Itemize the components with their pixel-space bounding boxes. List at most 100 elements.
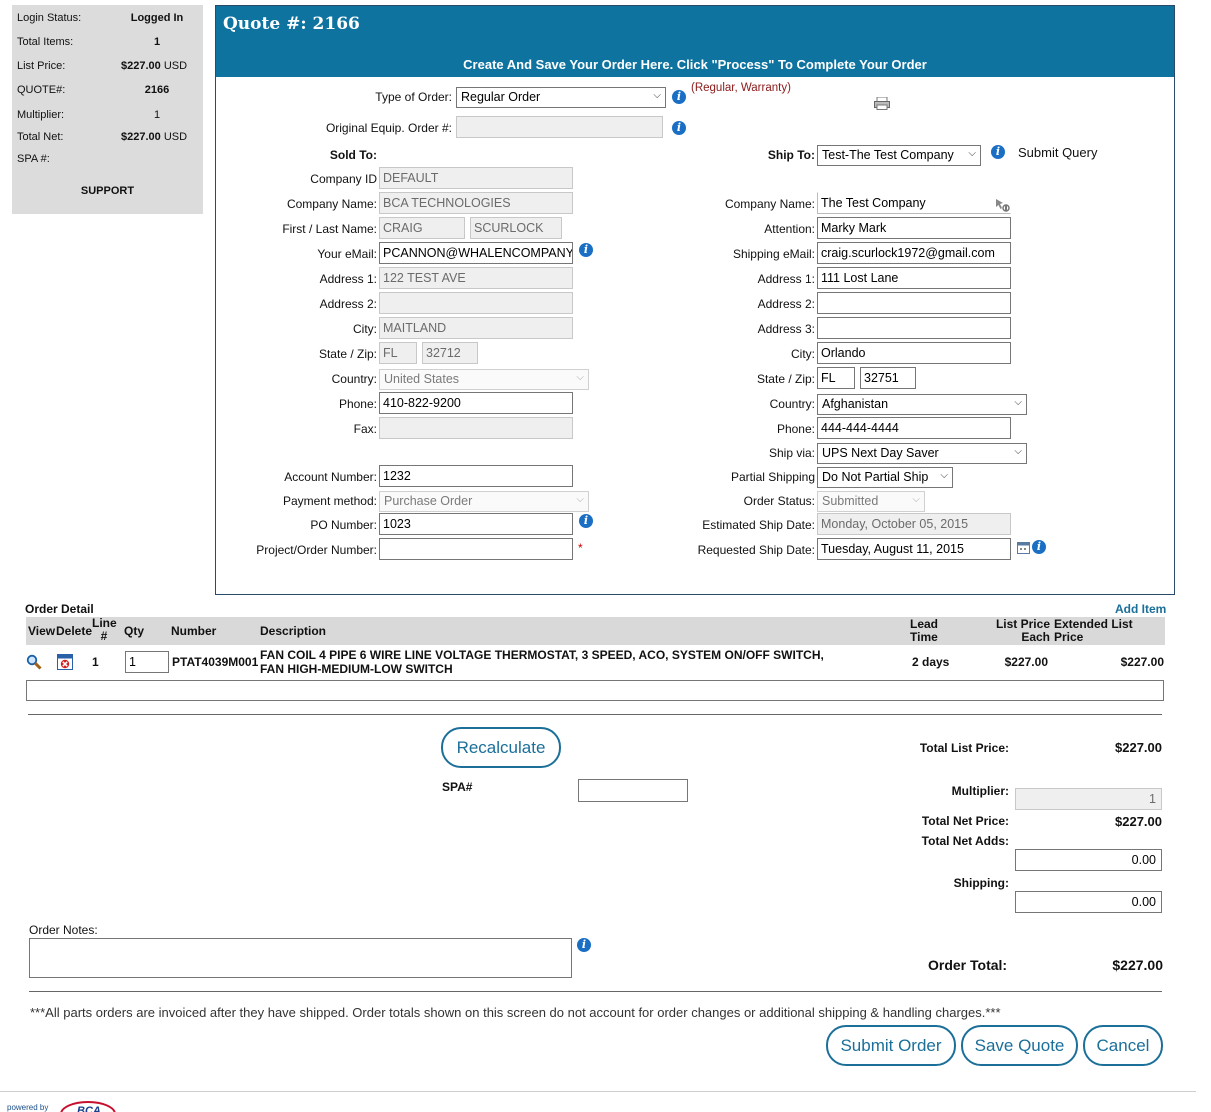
add-item-link[interactable]: Add Item [1115,602,1167,616]
shipping-input[interactable]: 0.00 [1015,891,1162,913]
row-list-price: $227.00 [1004,655,1048,669]
ship-address3-input[interactable] [817,317,1011,339]
info-icon[interactable]: i [672,90,686,104]
order-type-hint: (Regular, Warranty) [691,82,791,94]
order-detail-title: Order Detail [25,602,94,616]
row-note-input[interactable] [26,680,1164,701]
total-net-label: Total Net: [17,131,64,143]
quote-title: Quote #: 2166 [223,14,360,34]
est-ship-date-input[interactable]: Monday, October 05, 2015 [817,513,1011,535]
list-price-currency: USD [163,60,188,72]
country-select[interactable]: United States ⌵ [379,369,589,390]
spa-label: SPA #: [17,153,50,165]
orig-order-label: Original Equip. Order #: [325,121,452,135]
req-ship-date-label: Requested Ship Date: [697,543,815,557]
total-items-value: 1 [153,36,161,48]
lookup-icon[interactable] [994,197,1010,213]
multiplier-label: Multiplier: [951,784,1009,798]
total-net-value: $227.00 [121,131,161,143]
company-name-input[interactable]: BCA TECHNOLOGIES [379,192,573,214]
quote-label: QUOTE#: [17,84,66,96]
header-subtitle: Create And Save Your Order Here. Click "… [463,57,927,72]
order-notes-textarea[interactable] [29,938,572,978]
cancel-button[interactable]: Cancel [1083,1025,1163,1066]
state-input[interactable]: FL [379,342,417,364]
spa-input[interactable] [578,779,688,802]
login-status-label: Login Status: [17,12,82,24]
ship-email-input[interactable]: craig.scurlock1972@gmail.com [817,242,1011,264]
list-price-label: List Price: [17,60,66,72]
ship-country-select[interactable]: Afghanistan ⌵ [817,394,1027,415]
ship-address2-input[interactable] [817,292,1011,314]
partial-shipping-select[interactable]: Do Not Partial Ship ⌵ [817,467,953,488]
req-ship-date-input[interactable]: Tuesday, August 11, 2015 [817,538,1011,560]
payment-select[interactable]: Purchase Order ⌵ [379,491,589,512]
table-header: View Delete Line # Qty Number Descriptio… [26,617,1165,645]
chevron-down-icon: ⌵ [1014,397,1022,408]
project-input[interactable] [379,538,573,560]
submit-query-button[interactable]: Submit Query [1018,145,1098,160]
ship-address1-input[interactable]: 111 Lost Lane [817,267,1011,289]
payment-label: Payment method: [282,494,377,508]
first-name-input[interactable]: CRAIG [379,217,465,239]
name-label: First / Last Name: [282,222,377,236]
orig-order-input[interactable] [456,116,663,138]
ship-to-select[interactable]: Test-The Test Company ⌵ [817,145,981,166]
info-icon[interactable]: i [579,243,593,257]
address2-input[interactable] [379,292,573,314]
save-quote-button[interactable]: Save Quote [961,1025,1078,1066]
last-name-input[interactable]: SCURLOCK [470,217,562,239]
phone-label: Phone: [338,397,377,411]
ship-phone-input[interactable]: 444-444-4444 [817,417,1011,439]
address2-label: Address 2: [319,297,377,311]
info-icon[interactable]: i [577,938,591,952]
calendar-icon[interactable] [1017,541,1030,554]
support-link[interactable]: SUPPORT [80,185,135,197]
address1-label: Address 1: [319,272,377,286]
ship-zip-input[interactable]: 32751 [860,367,916,389]
net-adds-input[interactable]: 0.00 [1015,849,1162,871]
view-icon[interactable] [26,654,42,670]
chevron-down-icon: ⌵ [1014,446,1022,457]
ship-company-name-input[interactable]: The Test Company [817,192,1011,214]
company-id-input[interactable]: DEFAULT [379,167,573,189]
info-icon[interactable]: i [672,121,686,135]
info-icon[interactable]: i [1032,540,1046,554]
zip-input[interactable]: 32712 [422,342,478,364]
footer-divider [0,1091,1196,1092]
ship-city-input[interactable]: Orlando [817,342,1011,364]
print-icon[interactable] [874,96,890,110]
ship-state-input[interactable]: FL [817,367,855,389]
ship-via-select[interactable]: UPS Next Day Saver ⌵ [817,443,1027,464]
order-status-select[interactable]: Submitted ⌵ [817,491,925,512]
total-net-currency: USD [163,131,188,143]
total-list-label: Total List Price: [919,741,1009,755]
col-delete: Delete [56,624,93,638]
table-row: 1 1 PTAT4039M001 FAN COIL 4 PIPE 6 WIRE … [26,646,1165,678]
submit-order-button[interactable]: Submit Order [826,1025,956,1066]
order-total-value: $227.00 [1112,957,1163,973]
chevron-down-icon: ⌵ [653,90,661,101]
login-status-value: Logged In [130,12,184,24]
address1-input[interactable]: 122 TEST AVE [379,267,573,289]
delete-icon[interactable] [57,654,73,670]
email-input[interactable]: PCANNON@WHALENCOMPANY.COM [379,242,573,264]
ship-address2-label: Address 2: [757,297,815,311]
ship-phone-label: Phone: [776,422,815,436]
order-type-select[interactable]: Regular Order ⌵ [456,87,666,108]
phone-input[interactable]: 410-822-9200 [379,392,573,414]
chevron-down-icon: ⌵ [912,494,920,505]
multiplier-input[interactable]: 1 [1015,788,1162,810]
ship-address1-label: Address 1: [757,272,815,286]
city-input[interactable]: MAITLAND [379,317,573,339]
row-qty-input[interactable]: 1 [125,651,169,673]
attention-input[interactable]: Marky Mark [817,217,1011,239]
account-input[interactable]: 1232 [379,465,573,487]
po-input[interactable]: 1023 [379,513,573,535]
payment-value: Purchase Order [384,494,473,508]
info-icon[interactable]: i [991,145,1005,159]
info-icon[interactable]: i [579,514,593,528]
ship-email-label: Shipping eMail: [732,247,815,261]
recalculate-button[interactable]: Recalculate [441,727,561,768]
fax-input[interactable] [379,417,573,439]
